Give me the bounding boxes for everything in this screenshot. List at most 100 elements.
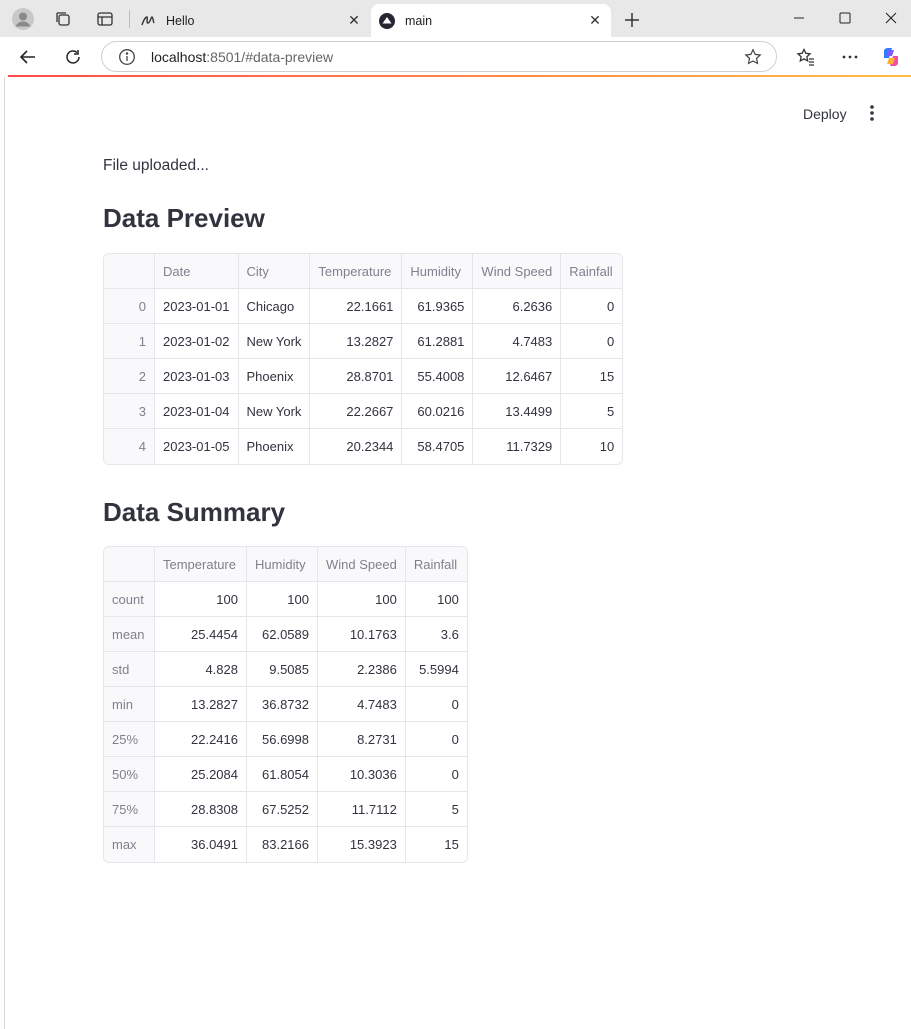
- table-cell[interactable]: 2023-01-03: [155, 359, 239, 394]
- close-tab-hello-icon[interactable]: ✕: [348, 12, 360, 28]
- table-cell[interactable]: 61.9365: [402, 289, 474, 324]
- table-cell[interactable]: 28.8701: [310, 359, 403, 394]
- table-cell[interactable]: 22.1661: [310, 289, 403, 324]
- column-header[interactable]: Temperature: [310, 254, 403, 289]
- table-cell[interactable]: 2023-01-04: [155, 394, 239, 429]
- column-header[interactable]: Rainfall: [561, 254, 623, 289]
- table-cell[interactable]: 2023-01-02: [155, 324, 239, 359]
- table-cell[interactable]: 5: [561, 394, 623, 429]
- table-cell[interactable]: 13.2827: [155, 687, 247, 722]
- table-cell[interactable]: Phoenix: [238, 359, 311, 394]
- table-cell[interactable]: 2.2386: [318, 652, 406, 687]
- table-cell[interactable]: 0: [405, 687, 467, 722]
- tab-actions-icon[interactable]: [93, 7, 117, 31]
- table-cell[interactable]: 12.6467: [473, 359, 562, 394]
- table-cell[interactable]: 15: [561, 359, 623, 394]
- tab-hello[interactable]: Hello ✕: [132, 4, 370, 37]
- index-column-header[interactable]: [104, 547, 155, 582]
- table-cell[interactable]: 9.5085: [247, 652, 318, 687]
- row-index[interactable]: count: [104, 582, 155, 617]
- data-preview-table[interactable]: Date City Temperature Humidity Wind Spee…: [103, 253, 624, 465]
- close-tab-main-icon[interactable]: ✕: [589, 12, 601, 28]
- column-header[interactable]: Rainfall: [405, 547, 467, 582]
- table-cell[interactable]: 100: [155, 582, 247, 617]
- table-cell[interactable]: 3.6: [405, 617, 467, 652]
- column-header[interactable]: Date: [155, 254, 239, 289]
- refresh-icon[interactable]: [59, 43, 87, 71]
- favorite-star-icon[interactable]: [744, 48, 762, 66]
- row-index[interactable]: 2: [104, 359, 155, 394]
- column-header[interactable]: Wind Speed: [473, 254, 562, 289]
- table-cell[interactable]: 58.4705: [402, 429, 474, 464]
- table-cell[interactable]: Phoenix: [239, 429, 311, 464]
- table-cell[interactable]: 10: [599, 439, 615, 454]
- table-cell[interactable]: 61.8054: [247, 757, 318, 792]
- table-cell[interactable]: 100: [405, 582, 467, 617]
- table-cell[interactable]: 22.2416: [155, 722, 247, 757]
- table-cell[interactable]: 10.1763: [318, 617, 406, 652]
- row-index[interactable]: 0: [104, 289, 155, 324]
- table-cell[interactable]: 0: [405, 757, 467, 792]
- table-cell[interactable]: 28.8308: [155, 792, 247, 827]
- table-cell[interactable]: 10.3036: [318, 757, 406, 792]
- row-index[interactable]: min: [104, 687, 155, 722]
- table-cell[interactable]: 15.3923: [318, 827, 406, 862]
- column-header[interactable]: Humidity: [247, 547, 318, 582]
- table-cell[interactable]: 4.7483: [318, 687, 406, 722]
- table-cell[interactable]: 25.2084: [155, 757, 247, 792]
- table-cell[interactable]: 15: [444, 837, 459, 852]
- row-index[interactable]: 25%: [104, 722, 155, 757]
- row-index[interactable]: 1: [104, 324, 155, 359]
- table-cell[interactable]: 13.2827: [310, 324, 403, 359]
- table-cell[interactable]: 2023-01-05: [155, 429, 239, 464]
- table-cell[interactable]: Chicago: [238, 289, 311, 324]
- row-index[interactable]: 50%: [104, 757, 155, 792]
- data-summary-table[interactable]: Temperature Humidity Wind Speed Rainfall…: [103, 546, 468, 863]
- row-index[interactable]: std: [104, 652, 155, 687]
- table-cell[interactable]: 83.2166: [247, 827, 318, 862]
- table-cell[interactable]: 6.2636: [473, 289, 562, 324]
- table-cell[interactable]: 20.2344: [310, 429, 403, 464]
- copilot-icon[interactable]: [879, 45, 903, 69]
- row-index[interactable]: 4: [104, 429, 155, 464]
- table-cell[interactable]: 61.2881: [402, 324, 474, 359]
- table-cell[interactable]: 0: [561, 289, 623, 324]
- maximize-icon[interactable]: [822, 4, 868, 32]
- tab-main[interactable]: main ✕: [371, 4, 611, 37]
- table-cell[interactable]: 22.2667: [310, 394, 403, 429]
- column-header[interactable]: Wind Speed: [318, 547, 406, 582]
- table-cell[interactable]: 2023-01-01: [155, 289, 239, 324]
- minimize-icon[interactable]: [776, 4, 822, 32]
- column-header[interactable]: City: [238, 254, 311, 289]
- deploy-button[interactable]: Deploy: [803, 106, 847, 122]
- table-cell[interactable]: 0: [405, 722, 467, 757]
- column-header[interactable]: Temperature: [155, 547, 247, 582]
- table-cell[interactable]: 4.7483: [473, 324, 562, 359]
- table-cell[interactable]: 36.0491: [155, 827, 247, 862]
- table-cell[interactable]: 100: [247, 582, 318, 617]
- table-cell[interactable]: 5: [405, 792, 467, 827]
- table-cell[interactable]: New York: [238, 394, 311, 429]
- table-cell[interactable]: 8.2731: [318, 722, 406, 757]
- main-menu-icon[interactable]: [862, 103, 882, 123]
- table-cell[interactable]: 36.8732: [247, 687, 318, 722]
- index-column-header[interactable]: [104, 254, 155, 289]
- table-cell[interactable]: 55.4008: [402, 359, 474, 394]
- back-arrow-icon[interactable]: [14, 43, 42, 71]
- row-index[interactable]: 75%: [104, 792, 155, 827]
- row-index[interactable]: 3: [104, 394, 155, 429]
- address-bar[interactable]: localhost:8501/#data-preview: [101, 41, 777, 72]
- profile-avatar-icon[interactable]: [11, 7, 35, 31]
- favorites-icon[interactable]: [794, 45, 818, 69]
- row-index[interactable]: mean: [104, 617, 155, 652]
- table-cell[interactable]: 5.5994: [405, 652, 467, 687]
- table-cell[interactable]: 4.828: [155, 652, 247, 687]
- table-cell[interactable]: 100: [318, 582, 406, 617]
- more-options-icon[interactable]: [838, 45, 862, 69]
- table-cell[interactable]: 25.4454: [155, 617, 247, 652]
- table-cell[interactable]: 60.0216: [402, 394, 474, 429]
- table-cell[interactable]: 11.7112: [318, 792, 406, 827]
- site-info-icon[interactable]: [118, 48, 136, 66]
- new-tab-plus-icon[interactable]: [620, 8, 644, 32]
- table-cell[interactable]: 56.6998: [247, 722, 318, 757]
